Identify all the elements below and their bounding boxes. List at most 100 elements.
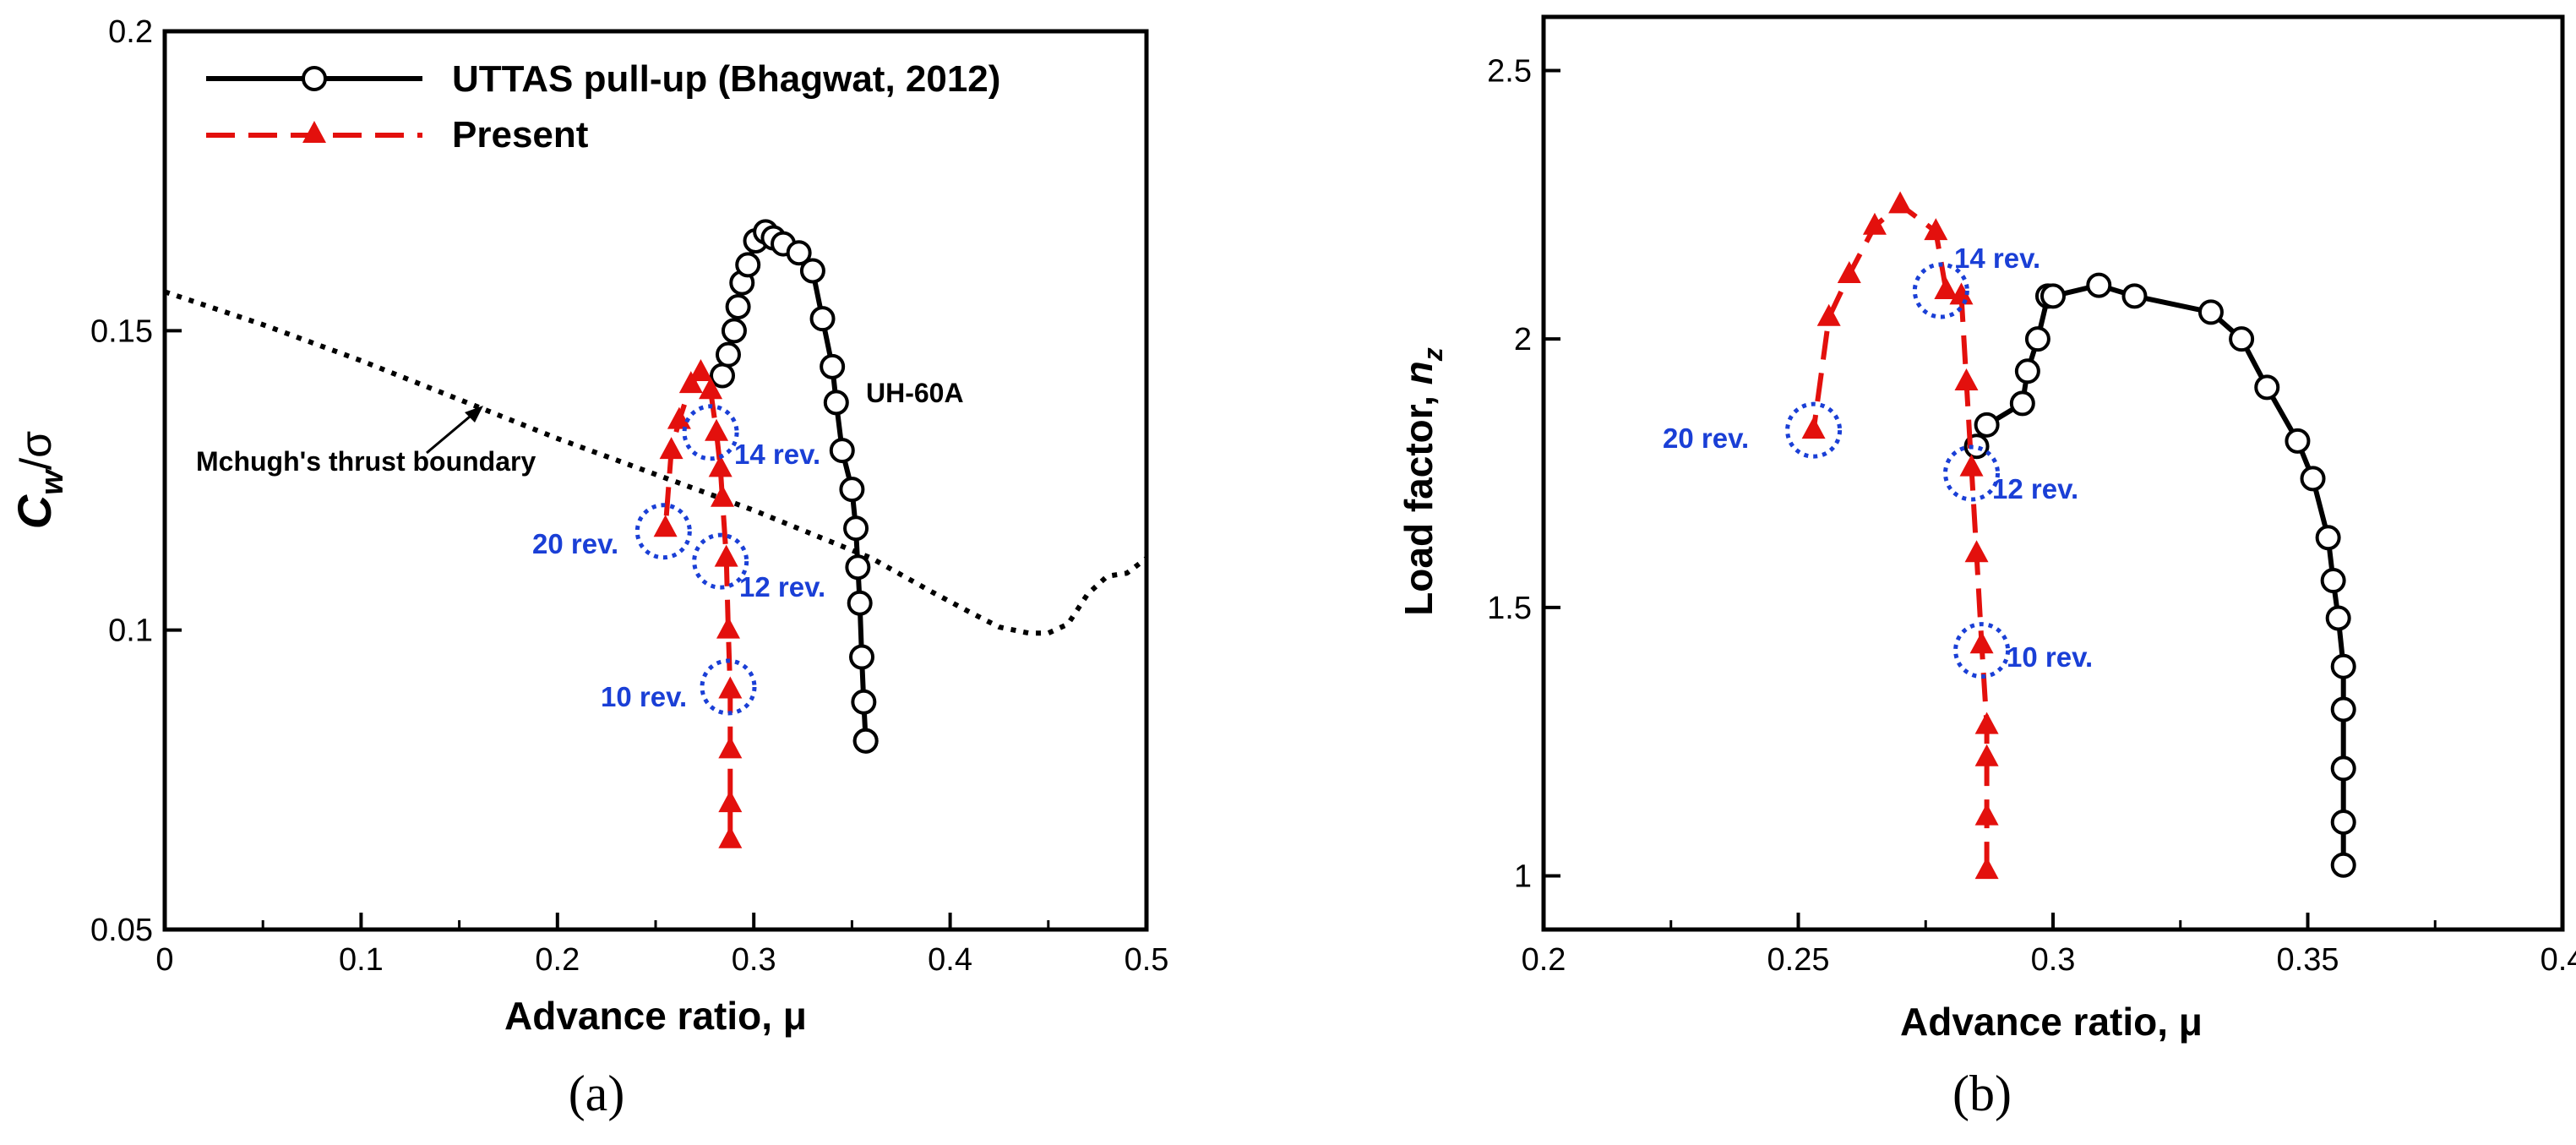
panel-a-annot-12rev: 12 rev. (739, 571, 825, 602)
panel-a-uttas-point (799, 258, 825, 284)
panel-a-boundary-arrow (426, 411, 476, 455)
panel-b-present-point (1964, 540, 1989, 563)
panel-b-uttas-point (2009, 390, 2035, 417)
panel-a-uttas-point (715, 341, 741, 368)
panel-a-plot-frame (162, 29, 1149, 932)
panel-b-uttas-point (2315, 525, 2341, 551)
panel-b-uttas-point (2121, 283, 2148, 309)
panel-b-present-point (1974, 744, 1999, 766)
panel-b-present-line (1811, 202, 1990, 871)
panel-b-y-tick-label: 2 (1514, 322, 1532, 357)
panel-b-x-tick-label: 0.35 (2277, 942, 2339, 978)
panel-b-chart: 0.2 0.25 0.3 0.35 0.4 1 1.5 2 2.5 Advance ratio,… (1397, 14, 2576, 1121)
panel-b-y-tick-label: 1 (1514, 859, 1532, 894)
panel-b-uttas-point (2330, 852, 2356, 878)
panel-b-present-point (1954, 368, 1979, 390)
panel-a-present-point (714, 544, 738, 567)
panel-a-uttas-point (786, 240, 812, 266)
panel-a-present-point (705, 418, 729, 441)
panel-a-present-point (653, 515, 678, 537)
panel-a-annotation-circle (692, 532, 749, 590)
panel-a-present-point (711, 484, 735, 507)
panel-a-x-tick-label: 0.2 (535, 942, 580, 978)
panel-a-chart: 0 0.1 0.2 0.3 0.4 0.5 0.05 0.1 0.15 0.2 Advance r… (8, 14, 1168, 1121)
panel-a-present-point (699, 377, 723, 400)
panel-b-present-point (1924, 218, 1948, 241)
panel-a-annotation-circle (634, 503, 692, 560)
panel-a-x-axis-label: Advance ratio, μ (504, 994, 807, 1038)
legend-marker-triangle (302, 121, 326, 143)
panel-b-uttas-point (2300, 466, 2326, 492)
panel-a-annot-20rev: 20 rev. (532, 528, 618, 559)
panel-a-x-tick-label: 0.4 (928, 942, 972, 978)
panel-a-uttas-point (843, 515, 869, 542)
panel-a-y-axis-label: Cw/σ (8, 431, 70, 530)
legend: UTTAS pull-up (Bhagwat, 2012) Present (206, 58, 1000, 155)
panel-a-uh60a-label: UH-60A (866, 378, 964, 408)
legend-label-present: Present (452, 114, 589, 155)
panel-b-x-tick-label: 0.25 (1767, 942, 1830, 978)
panel-a-present-point (659, 437, 683, 460)
panel-a-uttas-point (735, 252, 761, 278)
panel-a-uttas-point (839, 477, 865, 503)
panel-b-present-point (1959, 454, 1984, 477)
panel-a-uttas-point (820, 353, 846, 379)
panel-a-uttas-point (851, 689, 877, 715)
panel-b-label: (b) (1952, 1066, 2012, 1121)
panel-a-uttas-point (847, 590, 873, 616)
panel-b-present-point (1934, 277, 1958, 299)
panel-a-y-tick-label: 0.1 (108, 613, 153, 649)
panel-b-present-point (1888, 191, 1913, 214)
panel-b-present-point (1974, 857, 1999, 880)
panel-a-present-point (718, 826, 743, 848)
panel-b-x-tick-label: 0.3 (2031, 942, 2076, 978)
panel-b-uttas-point (2330, 755, 2356, 782)
panel-a-x-tick-label: 0.3 (732, 942, 776, 978)
panel-b-annotation-circle (1785, 401, 1843, 459)
panel-a-present-line (662, 369, 733, 840)
panel-b-present-point (1837, 260, 1861, 283)
legend-item-present: Present (206, 114, 589, 155)
panel-b-uttas-point (2330, 809, 2356, 835)
panel-b-uttas-point (2086, 272, 2112, 298)
legend-item-uttas: UTTAS pull-up (Bhagwat, 2012) (206, 58, 1000, 100)
panel-b-uttas-point (2254, 374, 2280, 401)
panel-b-uttas-point (2330, 653, 2356, 679)
panel-b-present-point (1816, 303, 1841, 326)
panel-b-y-axis-label-main: Load factor, (1397, 384, 1440, 615)
panel-b-uttas-point (2229, 326, 2255, 352)
panel-a-uttas-point (852, 728, 879, 754)
panel-b-uttas-point (2024, 326, 2050, 352)
panel-a-annot-14rev: 14 rev. (734, 439, 820, 470)
panel-a-uttas-point (721, 318, 747, 344)
panel-a-y-tick-label: 0.2 (108, 14, 153, 50)
panel-a-present-point (716, 616, 740, 639)
panel-b-annot-12rev: 12 rev. (1992, 473, 2078, 504)
legend-label-uttas: UTTAS pull-up (Bhagwat, 2012) (452, 58, 1000, 100)
panel-b-uttas-point (2325, 605, 2351, 631)
panel-b-annot-14rev: 14 rev. (1954, 243, 2040, 274)
panel-b-uttas-point (2330, 696, 2356, 722)
panel-b-uttas-point (2285, 428, 2311, 454)
panel-a-x-tick-label: 0.1 (339, 942, 384, 978)
panel-a-y-axis-label-sub: w (35, 468, 70, 495)
panel-b-present-point (1862, 212, 1887, 235)
panel-b-present-point (1974, 712, 1999, 734)
panel-a-uttas-point (809, 306, 836, 332)
panel-b-uttas-point (2040, 283, 2066, 309)
panel-a-x-tick-label: 0.5 (1125, 942, 1169, 978)
panel-b-annotation-circle (1953, 622, 2011, 679)
panel-a-boundary-arrowhead (465, 406, 483, 423)
panel-a-uttas-point (823, 390, 849, 416)
panel-a-y-axis-label-main: C (8, 493, 61, 529)
panel-a-annotation-circle (682, 404, 739, 461)
panel-b-present-point (1974, 803, 1999, 826)
panel-b-uttas-point (1974, 412, 2000, 438)
panel-a-present-point (667, 406, 691, 429)
panel-b-uttas-point (2014, 358, 2040, 384)
panel-b-y-tick-label: 1.5 (1487, 591, 1532, 626)
panel-b-y-axis-label-sub: z (1418, 347, 1448, 362)
panel-a-label: (a) (569, 1066, 625, 1121)
panel-a-x-tick-label: 0 (155, 942, 173, 978)
